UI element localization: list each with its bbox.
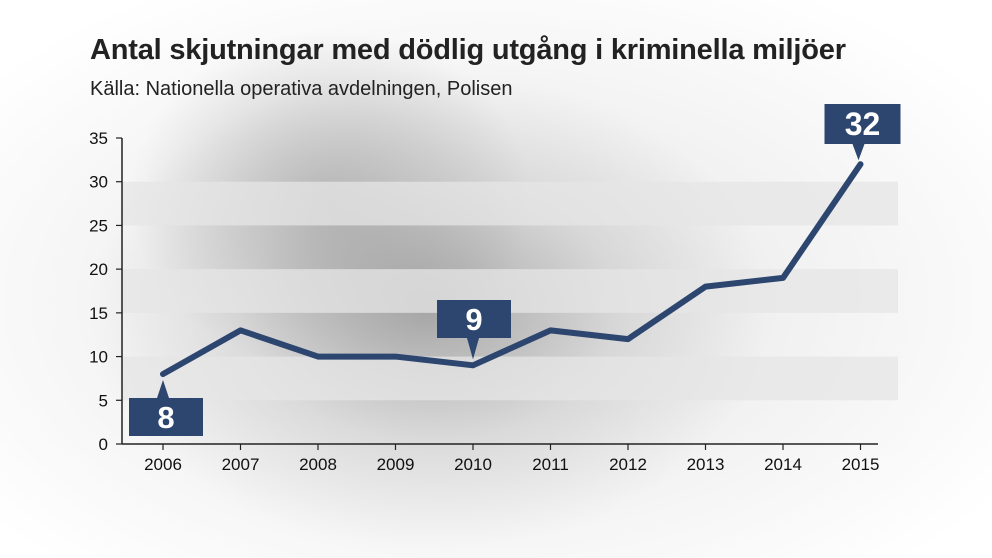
series-line xyxy=(160,161,864,378)
callout-2006: 8 xyxy=(129,380,203,436)
grid-band xyxy=(122,356,898,401)
callouts: 8 9 32 xyxy=(129,104,901,436)
x-tick-label: 2014 xyxy=(764,455,802,474)
y-tick-label: 15 xyxy=(89,304,108,323)
callout-pointer xyxy=(157,380,169,398)
x-tick-label: 2009 xyxy=(377,455,415,474)
y-tick-label: 30 xyxy=(89,173,108,192)
x-tick-label: 2010 xyxy=(454,455,492,474)
series-layer xyxy=(160,161,864,378)
chart-title: Antal skjutningar med dödlig utgång i kr… xyxy=(90,34,846,66)
grid-bands xyxy=(122,181,898,401)
y-tick-label: 5 xyxy=(99,391,108,410)
callout-box xyxy=(129,398,203,436)
x-tick-label: 2015 xyxy=(842,455,880,474)
y-tick-label: 20 xyxy=(89,260,108,279)
x-tick-label: 2007 xyxy=(222,455,260,474)
callout-2010: 9 xyxy=(437,300,511,360)
callout-2015: 32 xyxy=(824,104,901,161)
y-tick-label: 35 xyxy=(89,129,108,148)
grid-band xyxy=(122,181,898,226)
y-tick-label: 10 xyxy=(89,348,108,367)
chart-source: Källa: Nationella operativa avdelningen,… xyxy=(90,78,513,100)
x-tick-label: 2012 xyxy=(609,455,647,474)
callout-box xyxy=(824,104,901,144)
x-tick-label: 2008 xyxy=(299,455,337,474)
x-tick-label: 2013 xyxy=(687,455,725,474)
y-tick-label: 25 xyxy=(89,216,108,235)
axes xyxy=(121,138,878,445)
data-label: 32 xyxy=(845,106,881,142)
data-label: 9 xyxy=(465,302,482,337)
callout-pointer xyxy=(852,144,865,161)
callout-box xyxy=(437,300,511,338)
callout-pointer xyxy=(467,338,479,360)
y-tick-label: 0 xyxy=(99,435,108,454)
x-tick-label: 2006 xyxy=(144,455,182,474)
x-tick-label: 2011 xyxy=(532,455,569,474)
x-axis-ticks: 2006 2007 2008 2009 2010 2011 2012 2013 2014 2015 xyxy=(144,444,879,474)
y-axis-ticks: 0 5 10 15 20 25 30 35 xyxy=(89,129,122,454)
data-label: 8 xyxy=(157,400,174,435)
